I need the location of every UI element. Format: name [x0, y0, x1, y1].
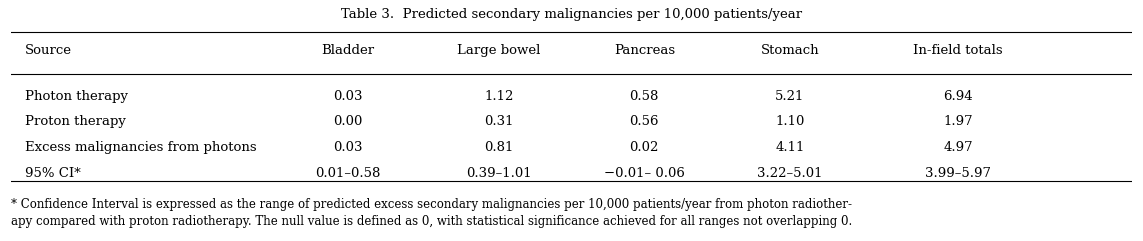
Text: Table 3.  Predicted secondary malignancies per 10,000 patients/year: Table 3. Predicted secondary malignancie… — [341, 8, 802, 21]
Text: Large bowel: Large bowel — [457, 44, 541, 57]
Text: 0.58: 0.58 — [630, 90, 660, 103]
Text: Photon therapy: Photon therapy — [25, 90, 128, 103]
Text: 0.81: 0.81 — [483, 141, 513, 154]
Text: 0.31: 0.31 — [483, 115, 513, 128]
Text: Pancreas: Pancreas — [614, 44, 674, 57]
Text: 4.97: 4.97 — [943, 141, 973, 154]
Text: 0.02: 0.02 — [630, 141, 660, 154]
Text: 1.12: 1.12 — [483, 90, 513, 103]
Text: 95% CI*: 95% CI* — [25, 167, 81, 180]
Text: 0.03: 0.03 — [333, 90, 362, 103]
Text: 0.01–0.58: 0.01–0.58 — [314, 167, 381, 180]
Text: 0.56: 0.56 — [630, 115, 660, 128]
Text: Excess malignancies from photons: Excess malignancies from photons — [25, 141, 256, 154]
Text: 3.22–5.01: 3.22–5.01 — [757, 167, 823, 180]
Text: 4.11: 4.11 — [775, 141, 805, 154]
Text: 3.99–5.97: 3.99–5.97 — [925, 167, 991, 180]
Text: Bladder: Bladder — [321, 44, 374, 57]
Text: 0.03: 0.03 — [333, 141, 362, 154]
Text: 5.21: 5.21 — [775, 90, 805, 103]
Text: −0.01– 0.06: −0.01– 0.06 — [604, 167, 685, 180]
Text: Stomach: Stomach — [760, 44, 820, 57]
Text: Proton therapy: Proton therapy — [25, 115, 126, 128]
Text: * Confidence Interval is expressed as the range of predicted excess secondary ma: * Confidence Interval is expressed as th… — [11, 198, 853, 228]
Text: 1.97: 1.97 — [943, 115, 973, 128]
Text: Source: Source — [25, 44, 72, 57]
Text: 6.94: 6.94 — [943, 90, 973, 103]
Text: 1.10: 1.10 — [775, 115, 805, 128]
Text: In-field totals: In-field totals — [913, 44, 1002, 57]
Text: 0.00: 0.00 — [333, 115, 362, 128]
Text: 0.39–1.01: 0.39–1.01 — [466, 167, 531, 180]
